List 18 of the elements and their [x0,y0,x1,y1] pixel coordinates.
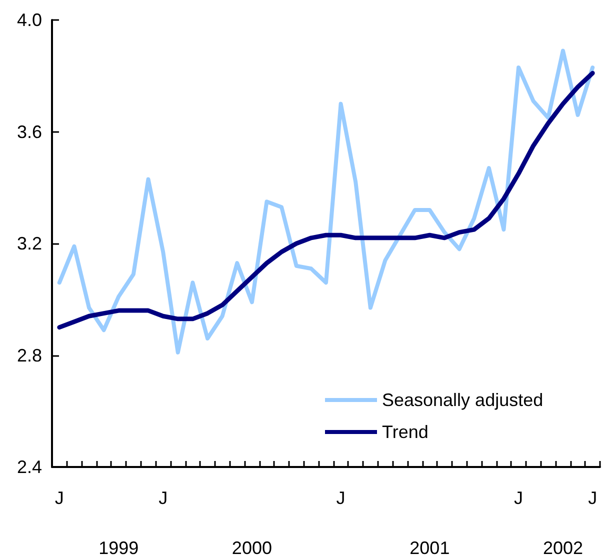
y-tick-label: 2.8 [16,345,42,366]
y-tick-label: 3.6 [16,122,42,142]
legend-label: Trend [382,422,428,442]
y-tick-label: 4.0 [16,10,42,30]
x-tick-label: J [54,488,64,508]
text: 1999 [98,538,139,557]
text: 2002 [542,538,583,557]
text: 2000 [232,538,272,557]
y-tick-label: 2.4 [16,457,42,477]
line-series [57,70,595,330]
legend-label: Seasonally adjusted [382,390,544,410]
x-tick-label: J [514,488,524,508]
x-tick-label: J [336,488,346,508]
line-series [57,48,595,354]
text: 2001 [410,538,450,557]
x-tick-label: J [588,488,598,508]
x-tick-label: J [158,488,168,508]
y-tick-label: 3.2 [16,234,42,254]
